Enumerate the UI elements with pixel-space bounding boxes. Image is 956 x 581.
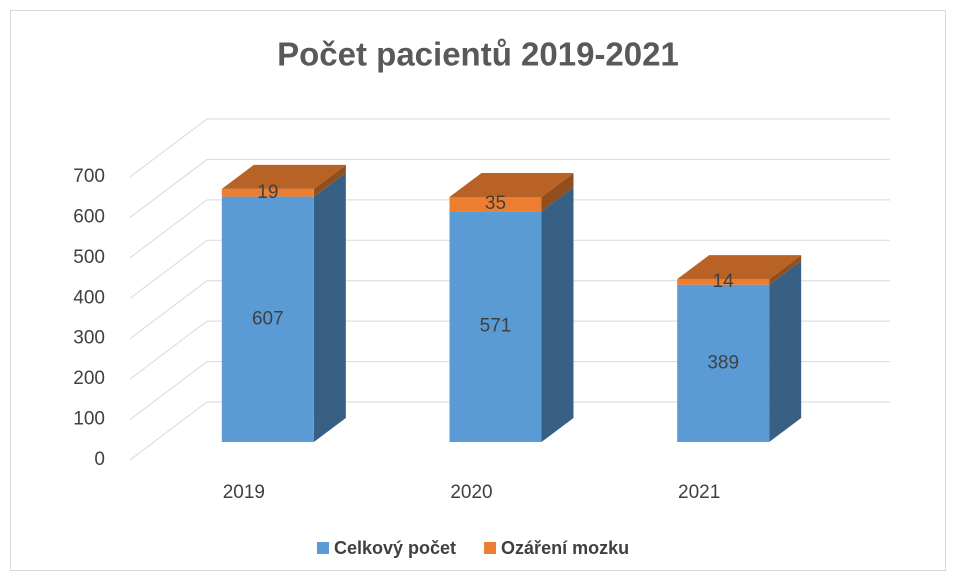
y-tick-label: 200 [73,368,105,389]
chart-title: Počet pacientů 2019-2021 [277,36,679,73]
legend-label: Celkový počet [334,538,456,558]
bar-top [221,164,346,189]
bar-side [313,164,346,197]
grid-line [129,159,208,218]
grid-line [129,320,208,380]
data-label: 607 [252,308,284,329]
x-tick-label: 2021 [678,482,720,503]
x-tick-label: 2019 [223,482,265,503]
data-label: 389 [707,352,739,373]
y-tick-label: 300 [73,328,105,349]
bar-side [769,255,802,285]
y-tick-label: 400 [73,287,105,308]
bar-side [541,173,574,212]
bar [677,284,770,442]
bar [449,197,542,212]
bar [449,211,542,442]
data-label: 19 [257,182,278,203]
legend-label: Ozáření mozku [501,538,629,558]
grid-line [129,199,208,259]
x-tick-label: 2020 [450,482,492,503]
data-label: 14 [713,271,735,292]
y-tick-label: 600 [73,206,105,227]
bar-side [769,260,802,442]
bar [221,196,314,442]
data-label: 571 [480,316,512,337]
grid-line [129,239,208,299]
legend-swatch [317,542,329,554]
y-tick-label: 0 [94,449,105,470]
bar-side [541,187,574,442]
y-tick-label: 100 [73,409,105,430]
legend-swatch [484,542,497,554]
grid-line [129,361,208,420]
bar [677,279,770,285]
bar-top [677,255,802,280]
data-label: 35 [485,193,506,214]
grid-line [129,280,208,340]
bar [221,188,314,197]
y-tick-label: 700 [73,166,105,187]
y-tick-label: 500 [73,247,105,268]
grid-line [129,118,208,178]
bar-side [313,172,346,442]
grid-line [129,401,208,461]
bar-top [449,173,574,198]
